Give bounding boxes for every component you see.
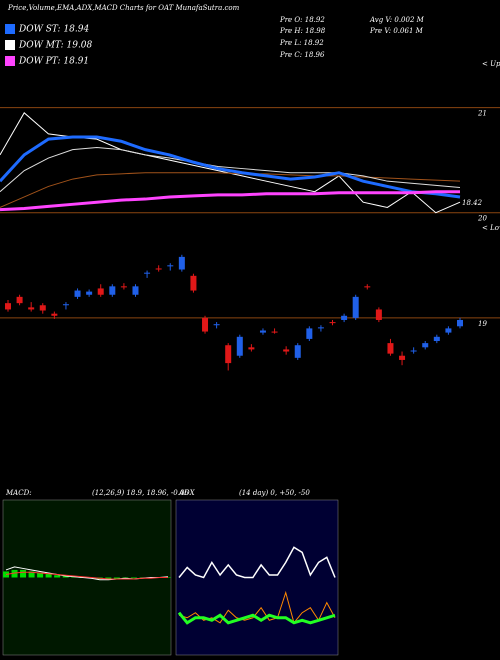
candle-body [120,286,127,288]
candle-body [457,319,463,327]
series-line [178,546,336,579]
candle-body [155,268,162,270]
candle-body [16,296,23,304]
stat: Pre L: 18.92 [279,39,324,47]
candle-body [329,322,336,324]
stat: Pre O: 18.92 [279,16,325,24]
candle-body [39,305,46,311]
candle-body [62,304,69,306]
candle-body [190,275,197,291]
series-line [5,571,168,580]
candle-body [317,327,324,329]
histogram-bar [139,577,146,578]
candle-body [132,286,139,295]
histogram-bar [45,573,52,578]
legend-swatch [5,40,15,50]
panel-title: MACD: [5,489,32,497]
candle-body [167,265,174,267]
series-line [0,172,461,208]
candle-body [74,290,81,297]
y-tick-label: 19 [478,320,487,328]
panel-background [175,499,339,656]
stat: Pre V: 0.061 M [369,27,424,35]
stat: Avg V: 0.002 M [369,16,425,24]
stat: Pre H: 18.98 [279,27,326,35]
histogram-bar [54,575,61,578]
candle-body [294,345,301,358]
legend-label: DOW PT: 18.91 [18,57,89,67]
histogram-bar [28,571,35,578]
panel-subtitle: (12,26,9) 18.9, 18.96, -0.06 [92,489,189,497]
annotation: < Upper [482,60,500,68]
series-line [178,590,336,624]
candle-body [51,313,58,316]
candle-body [213,324,220,326]
stat: Pre C: 18.96 [279,51,325,59]
candle-body [433,336,440,342]
annotation: < Lower [482,224,500,232]
annotation: 18.42 [462,199,483,207]
candle-body [364,286,371,288]
candle-body [236,336,243,356]
histogram-bar [62,575,69,578]
series-line [0,135,461,199]
chart-title: Price,Volume,EMA,ADX,MACD Charts for OAT… [7,4,240,12]
panel-title: ADX [178,489,196,497]
series-line [177,611,336,625]
histogram-bar [20,569,27,578]
legend-swatch [5,24,15,34]
series-line [0,190,460,212]
candle-body [375,309,382,320]
candle-body [86,291,93,295]
panel-subtitle: (14 day) 0, +50, -50 [239,489,310,497]
histogram-bar [37,572,44,578]
candle-body [399,355,406,360]
candle-body [410,350,417,352]
candle-body [387,343,394,354]
candle-body [97,288,104,295]
legend-label: DOW MT: 19.08 [18,41,93,51]
candle-body [341,315,348,320]
legend-label: DOW ST: 18.94 [18,25,89,35]
candle-body [422,343,429,348]
y-tick-label: 21 [477,110,487,118]
candle-body [178,256,185,270]
candle-body [202,317,209,332]
candle-body [445,328,452,333]
y-tick-label: 20 [477,215,487,223]
histogram-bar [11,569,18,578]
candle-body [283,349,290,352]
candle-body [306,328,313,339]
legend-swatch [5,56,15,66]
candle-body [5,303,11,310]
histogram-bar [130,577,137,579]
candle-body [352,296,359,318]
candle-body [259,330,266,333]
candle-body [144,272,151,274]
candle-body [109,286,116,295]
candle-body [225,345,232,364]
histogram-bar [113,577,120,580]
candle-body [248,347,255,350]
candle-body [28,307,35,310]
histogram-bar [105,577,112,580]
candle-body [271,331,278,333]
series-line [0,147,461,193]
